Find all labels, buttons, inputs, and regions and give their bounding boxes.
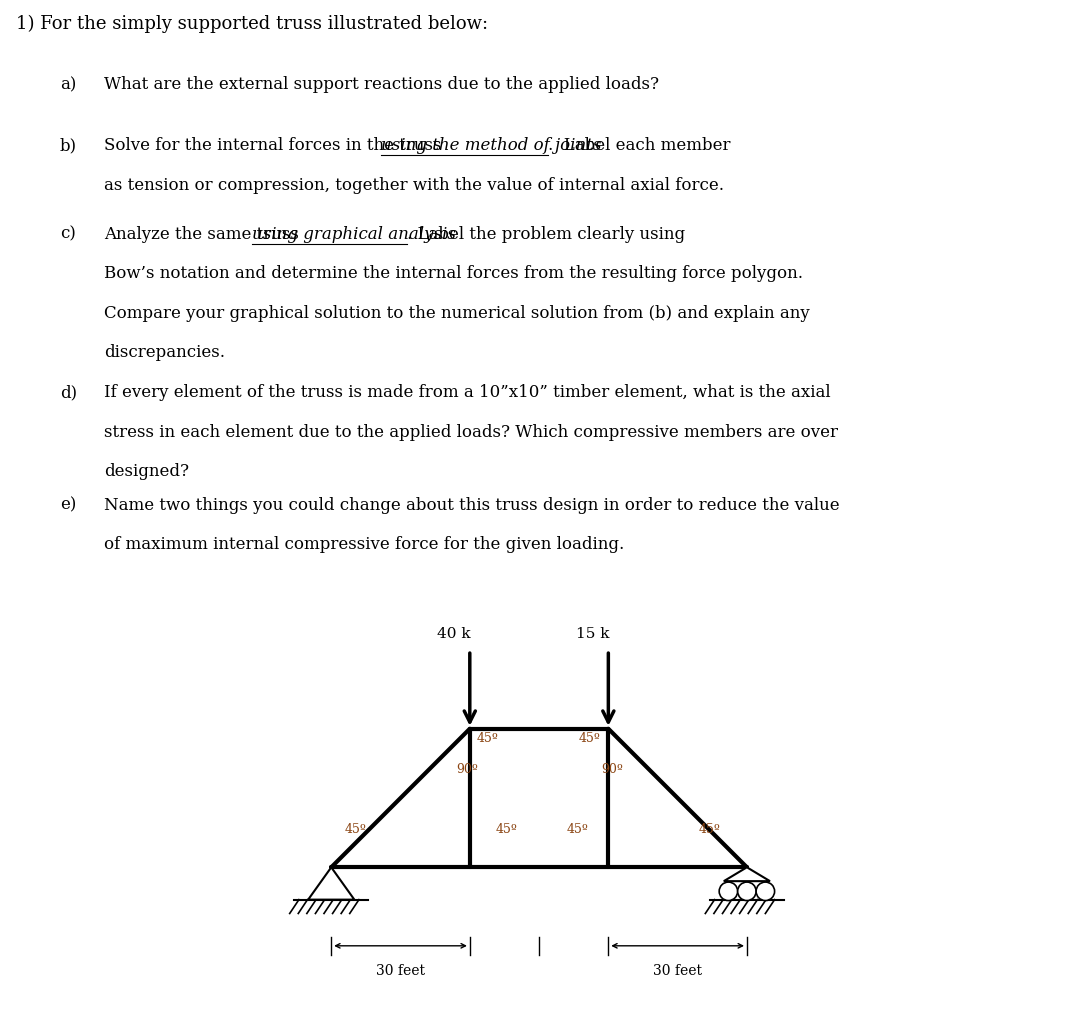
Text: c): c)	[60, 226, 76, 243]
Text: 30 feet: 30 feet	[653, 964, 702, 978]
Circle shape	[720, 882, 738, 900]
Text: If every element of the truss is made from a 10”x10” timber element, what is the: If every element of the truss is made fr…	[104, 384, 830, 401]
Text: of maximum internal compressive force for the given loading.: of maximum internal compressive force fo…	[104, 536, 624, 554]
Text: stress in each element due to the applied loads? Which compressive members are o: stress in each element due to the applie…	[104, 424, 838, 441]
Text: d): d)	[60, 384, 78, 401]
Text: .  Label each member: . Label each member	[548, 137, 731, 154]
Text: 15 k: 15 k	[575, 627, 609, 641]
Text: 40 k: 40 k	[438, 627, 471, 641]
Text: as tension or compression, together with the value of internal axial force.: as tension or compression, together with…	[104, 177, 724, 194]
Text: designed?: designed?	[104, 463, 189, 481]
Text: 45º: 45º	[477, 732, 499, 745]
Text: . Label the problem clearly using: . Label the problem clearly using	[406, 226, 685, 243]
Text: 45º: 45º	[345, 823, 367, 835]
Text: Name two things you could change about this truss design in order to reduce the : Name two things you could change about t…	[104, 497, 840, 514]
Text: 90º: 90º	[602, 763, 624, 775]
Text: 30 feet: 30 feet	[376, 964, 425, 978]
Text: e): e)	[60, 497, 76, 514]
Text: Solve for the internal forces in the truss: Solve for the internal forces in the tru…	[104, 137, 447, 154]
Text: using the method of joints: using the method of joints	[381, 137, 602, 154]
Text: Bow’s notation and determine the internal forces from the resulting force polygo: Bow’s notation and determine the interna…	[104, 265, 803, 282]
Circle shape	[738, 882, 756, 900]
Text: a): a)	[60, 76, 76, 93]
Text: 45º: 45º	[567, 823, 589, 835]
Text: What are the external support reactions due to the applied loads?: What are the external support reactions …	[104, 76, 658, 93]
Text: Compare your graphical solution to the numerical solution from (b) and explain a: Compare your graphical solution to the n…	[104, 305, 809, 322]
Text: using graphical analysis: using graphical analysis	[252, 226, 455, 243]
Text: Analyze the same truss: Analyze the same truss	[104, 226, 304, 243]
Polygon shape	[724, 868, 770, 881]
Text: 1) For the simply supported truss illustrated below:: 1) For the simply supported truss illust…	[16, 15, 488, 34]
Text: b): b)	[60, 137, 78, 154]
Text: 45º: 45º	[495, 823, 518, 835]
Text: 90º: 90º	[456, 763, 478, 775]
Circle shape	[756, 882, 774, 900]
Polygon shape	[308, 868, 354, 899]
Text: 45º: 45º	[699, 823, 721, 835]
Text: discrepancies.: discrepancies.	[104, 344, 225, 362]
Text: 45º: 45º	[579, 732, 601, 745]
